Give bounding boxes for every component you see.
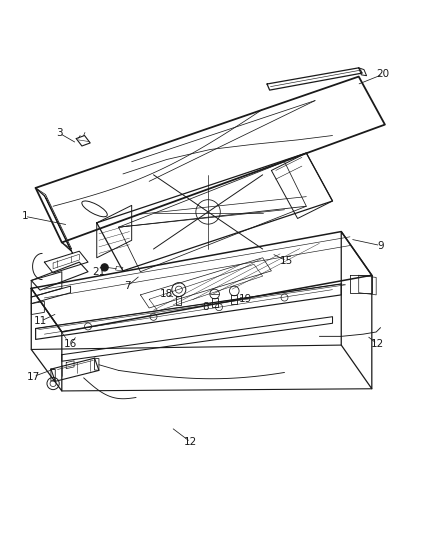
Text: 17: 17 (27, 372, 40, 382)
Text: 3: 3 (57, 128, 63, 139)
Text: 1: 1 (21, 211, 28, 221)
Text: 15: 15 (280, 256, 293, 266)
Circle shape (101, 264, 108, 271)
Text: 8: 8 (203, 302, 209, 312)
Text: 20: 20 (376, 69, 389, 79)
Text: 16: 16 (64, 339, 77, 349)
Text: 21: 21 (92, 266, 106, 277)
Text: 12: 12 (184, 437, 197, 447)
Text: 11: 11 (34, 316, 47, 326)
Text: 19: 19 (239, 294, 252, 304)
Text: 18: 18 (160, 289, 173, 299)
Text: 12: 12 (371, 339, 384, 349)
Text: 9: 9 (377, 240, 384, 251)
Text: 7: 7 (124, 281, 131, 291)
